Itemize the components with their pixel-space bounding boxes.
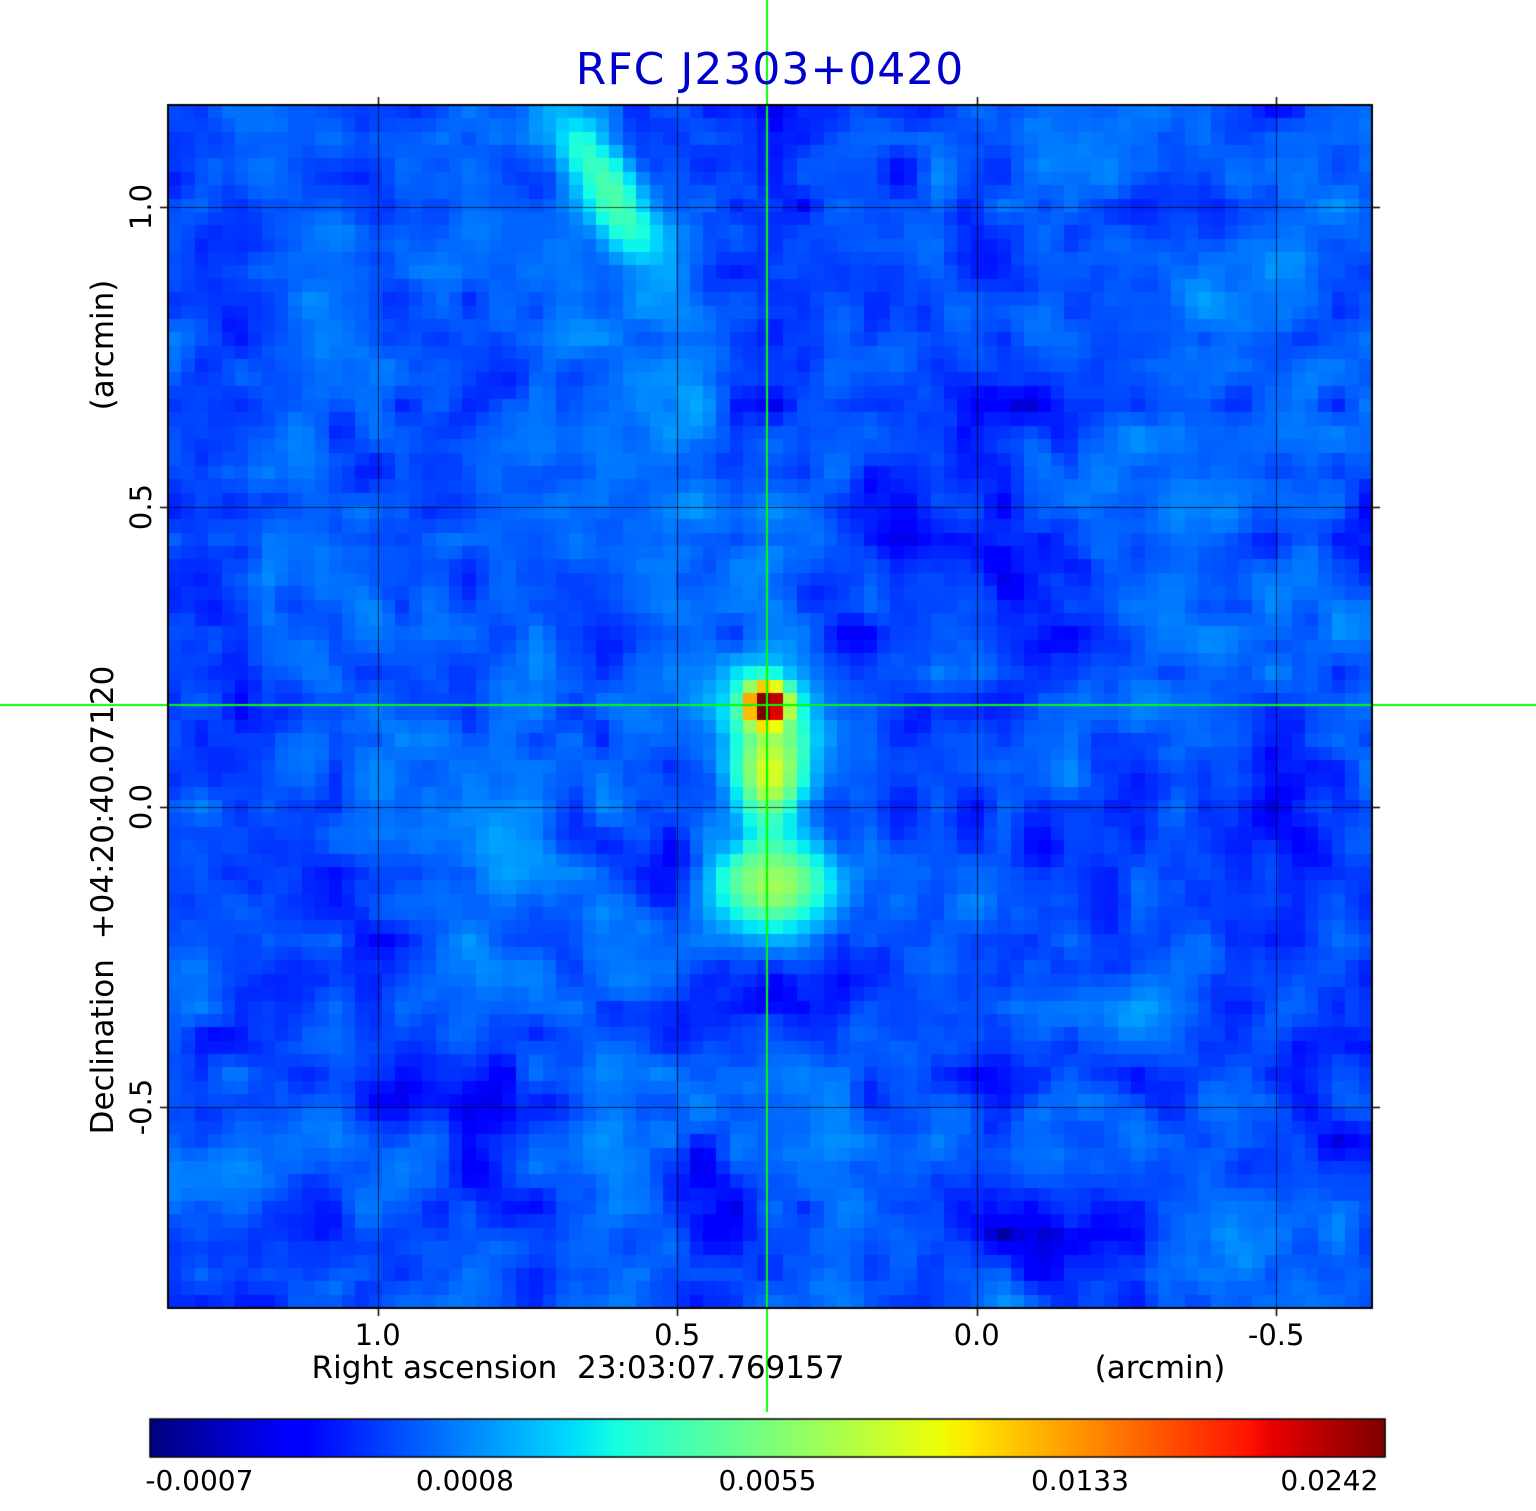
x-tick-label: 0.0	[953, 1318, 1000, 1352]
y-tick-label: -0.5	[124, 1078, 158, 1136]
y-axis-unit: (arcmin)	[85, 279, 121, 411]
y-tick-label: 1.0	[124, 183, 158, 231]
colorbar-tick-label: -0.0007	[145, 1464, 254, 1497]
x-tick-label: 0.5	[654, 1318, 701, 1352]
plot-title: RFC J2303+0420	[575, 44, 965, 95]
y-tick-label: 0.0	[124, 783, 158, 831]
colorbar-tick-label: 0.0242	[1280, 1464, 1379, 1497]
image-plot-area	[168, 105, 1372, 1308]
y-tick-label: 0.5	[124, 483, 158, 531]
colorbar-tick-label: 0.0008	[415, 1464, 514, 1497]
colorbar-tick-label: 0.0133	[1030, 1464, 1129, 1497]
x-tick-label: 1.0	[354, 1318, 401, 1352]
x-tick-label: -0.5	[1247, 1318, 1305, 1352]
x-axis-unit: (arcmin)	[1094, 1350, 1226, 1386]
colorbar	[150, 1419, 1385, 1457]
colorbar-tick-label: 0.0055	[718, 1464, 817, 1497]
y-axis-label: Declination +04:20:40.07120	[85, 665, 121, 1135]
x-axis-label: Right ascension 23:03:07.769157	[311, 1350, 845, 1386]
